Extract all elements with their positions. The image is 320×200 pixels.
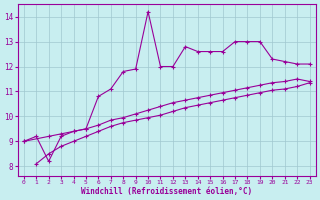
X-axis label: Windchill (Refroidissement éolien,°C): Windchill (Refroidissement éolien,°C)	[81, 187, 252, 196]
